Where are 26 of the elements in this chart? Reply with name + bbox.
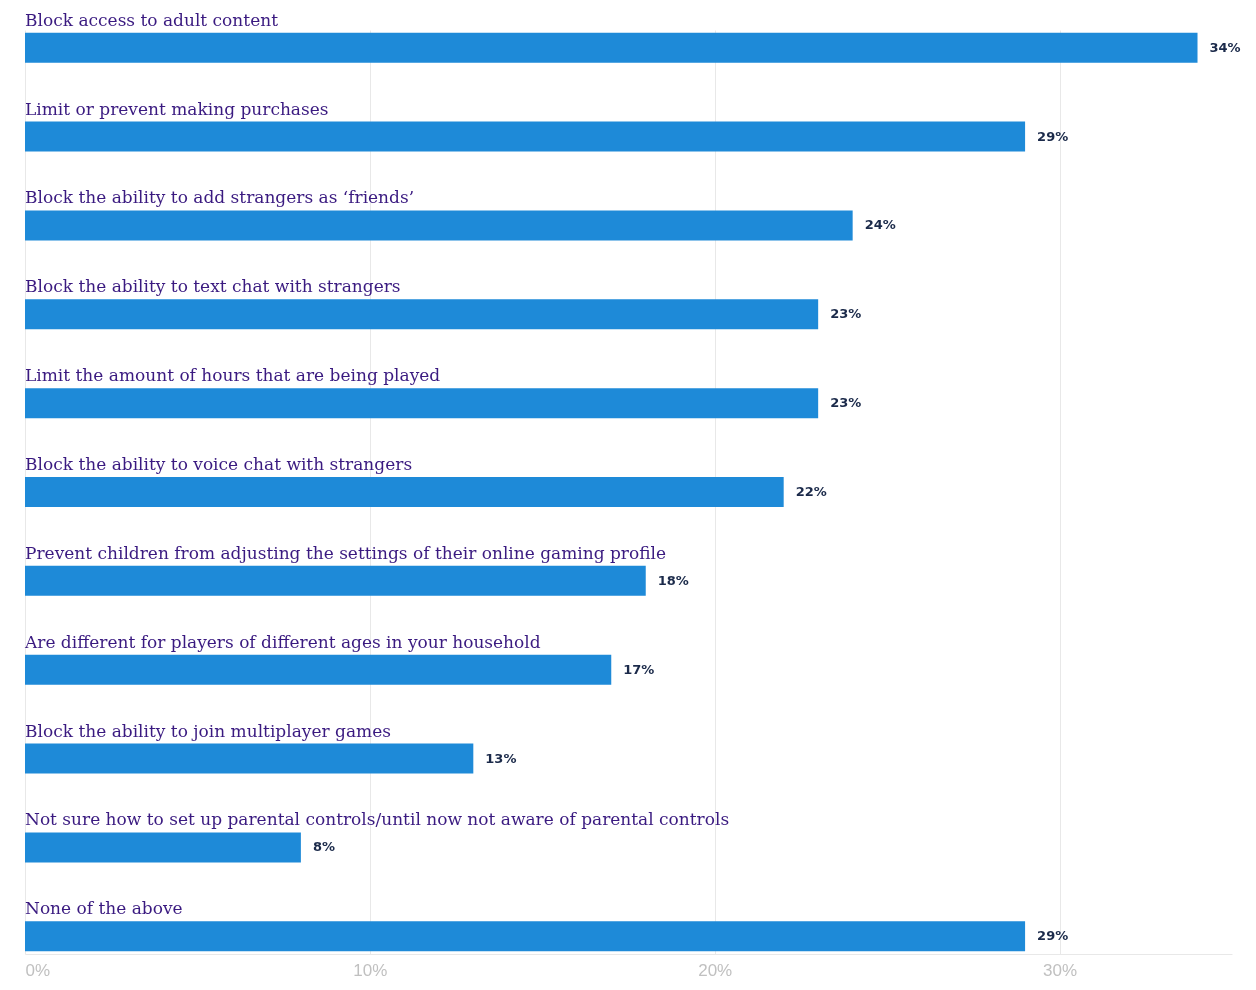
y-tick-label: Limit or prevent making purchases xyxy=(25,98,329,119)
data-label: 17% xyxy=(623,661,655,677)
y-tick-label: Not sure how to set up parental controls/until now not aware of parental controls xyxy=(25,809,730,830)
data-label: 18% xyxy=(657,572,689,588)
x-tick-label: 30% xyxy=(1043,960,1078,980)
y-tick-label: Block the ability to voice chat with strangers xyxy=(25,454,413,474)
y-tick-label: None of the above xyxy=(25,898,183,919)
data-label: 24% xyxy=(864,217,896,233)
data-label: 23% xyxy=(830,306,862,322)
y-tick-label: Block access to adult content xyxy=(25,9,279,30)
y-tick-label: Block the ability to add strangers as ‘friends’ xyxy=(25,187,415,208)
data-label: 13% xyxy=(485,750,517,766)
x-tick-label: 0% xyxy=(25,960,51,980)
data-label: 29% xyxy=(1037,128,1069,144)
y-tick-label: Are different for players of different ages in your household xyxy=(24,631,541,652)
y-tick-label: Block the ability to text chat with strangers xyxy=(25,276,401,297)
y-tick-label: Prevent children from adjusting the settings of their online gaming profile xyxy=(25,542,667,563)
data-label: 23% xyxy=(830,395,862,411)
data-label: 29% xyxy=(1037,928,1069,944)
data-label: 34% xyxy=(1209,39,1241,55)
y-tick-label: Limit the amount of hours that are being played xyxy=(25,365,441,386)
y-tick-label: Block the ability to join multiplayer games xyxy=(25,720,391,741)
data-label: 22% xyxy=(795,484,827,499)
data-label: 8% xyxy=(312,839,335,855)
x-tick-label: 10% xyxy=(353,960,388,980)
x-tick-label: 20% xyxy=(698,960,733,980)
